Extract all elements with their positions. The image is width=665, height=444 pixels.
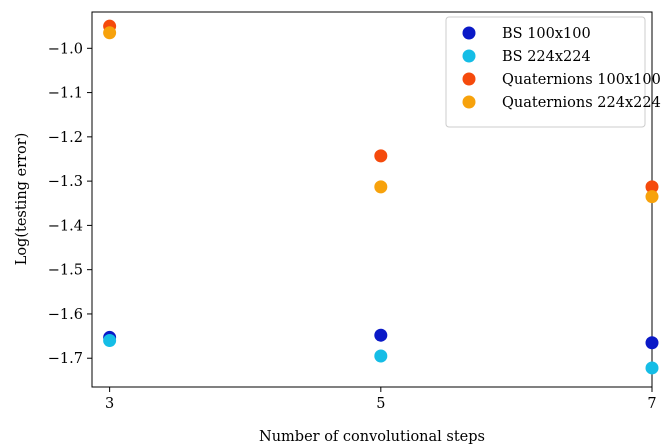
y-tick-label: −1.4 [48, 218, 83, 234]
legend-box [445, 16, 646, 128]
x-tick-label: 7 [647, 396, 656, 412]
y-axis-title: Log(testing error) [14, 133, 30, 266]
legend-marker [462, 26, 476, 40]
legend-label: Quaternions 100x100 [502, 72, 661, 88]
y-tick-label: −1.5 [48, 263, 83, 279]
x-axis-title: Number of convolutional steps [259, 429, 485, 444]
legend-label: BS 100x100 [502, 26, 591, 42]
legend: BS 100x100 BS 224x224 Quaternions 100x100 Q… [445, 16, 661, 128]
data-point [645, 190, 659, 204]
data-point [374, 149, 388, 163]
x-axis-ticks: 3 5 7 [105, 387, 657, 412]
y-tick-label: −1.0 [48, 41, 83, 57]
scatter-points [103, 19, 659, 375]
legend-marker [462, 49, 476, 63]
data-point [645, 336, 659, 350]
y-tick-label: −1.6 [48, 307, 83, 323]
data-point [374, 349, 388, 363]
data-point [374, 328, 388, 342]
legend-label: BS 224x224 [502, 49, 591, 65]
legend-marker [462, 95, 476, 109]
data-point [103, 26, 117, 40]
data-point [645, 361, 659, 375]
y-tick-label: −1.2 [48, 130, 83, 146]
y-tick-label: −1.7 [48, 351, 83, 367]
x-tick-label: 3 [105, 396, 114, 412]
y-tick-label: −1.3 [48, 174, 83, 190]
data-point [645, 180, 659, 194]
data-point [374, 180, 388, 194]
legend-label: Quaternions 224x224 [502, 95, 661, 111]
x-tick-label: 5 [376, 396, 385, 412]
y-axis-ticks: −1.0 −1.1 −1.2 −1.3 −1.4 −1.5 −1.6 −1.7 [48, 41, 92, 367]
y-tick-label: −1.1 [48, 86, 83, 102]
legend-marker [462, 72, 476, 86]
data-point [103, 334, 117, 348]
